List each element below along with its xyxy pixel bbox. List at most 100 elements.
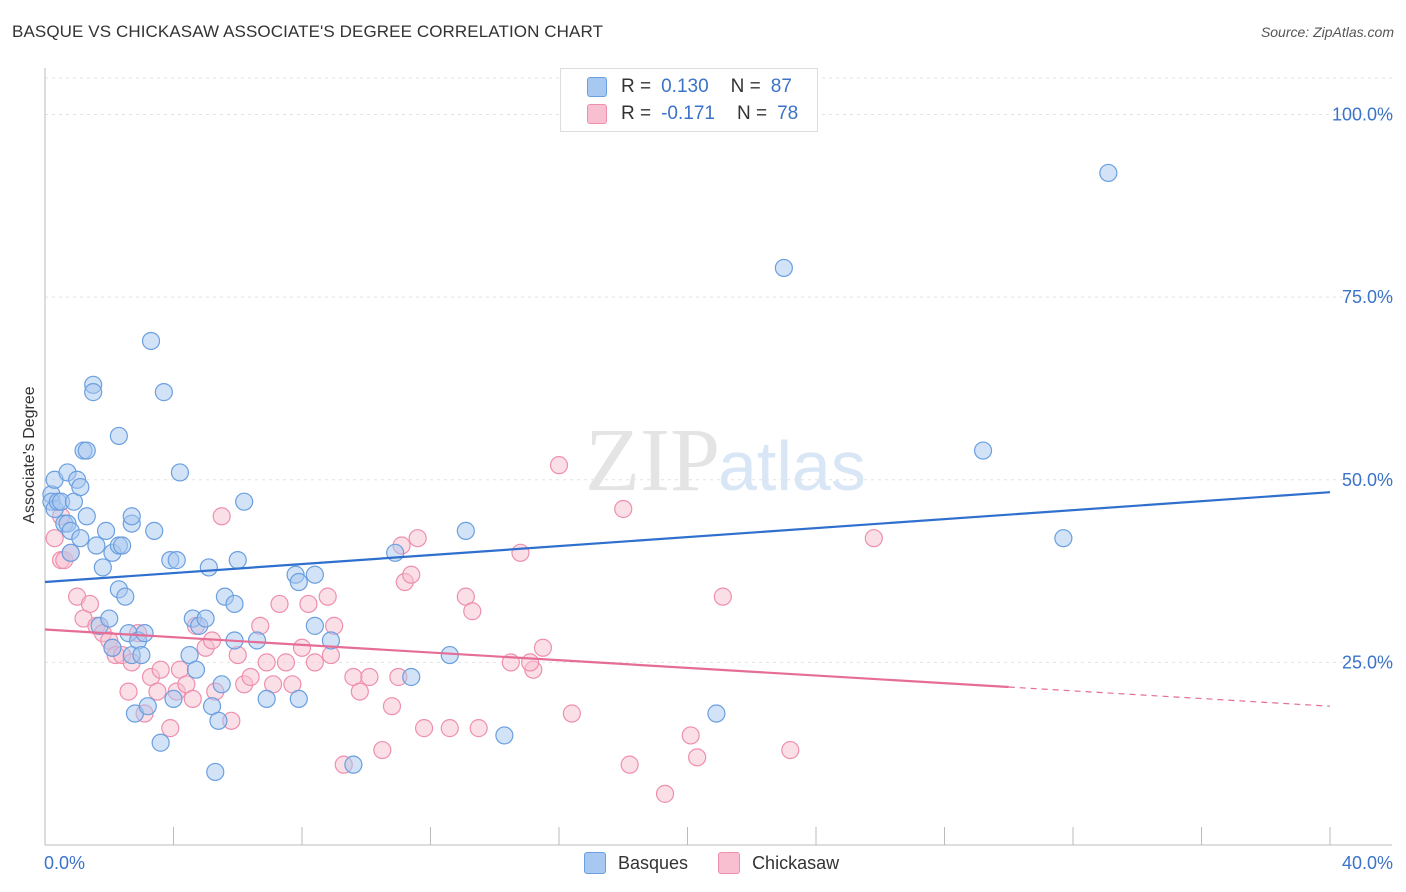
point-chickasaw [402,565,421,584]
point-basques [774,258,793,278]
point-chickasaw [511,543,530,562]
chart-title: BASQUE VS CHICKASAW ASSOCIATE'S DEGREE C… [12,22,604,41]
point-basques [228,551,247,570]
point-basques [402,667,421,687]
point-basques [61,543,80,562]
legend-n-label: N = [736,103,768,124]
point-basques [93,558,112,577]
point-basques [170,463,190,482]
point-chickasaw [533,638,553,657]
point-basques [257,689,276,709]
point-basques [103,638,122,657]
point-basques [164,689,183,709]
point-chickasaw [360,667,379,687]
source-label: Source: ZipAtlas.com [1260,24,1394,40]
point-basques [71,529,90,548]
point-basques [289,689,308,709]
point-basques [71,477,90,497]
point-chickasaw [469,719,488,738]
legend-r-label: R = [621,103,652,124]
legend-label-basques: Basques [618,852,689,873]
correlation-legend: R = 0.130 N = 87 R = -0.171 N = 78 [560,68,818,132]
point-chickasaw [148,682,167,701]
point-chickasaw [614,499,633,519]
point-basques [116,587,135,606]
legend-row-basques: R = 0.130 N = 87 [587,75,792,99]
watermark: ZIP [585,411,720,510]
grid-lines [45,77,1392,663]
point-basques [344,755,363,774]
point-basques [100,609,119,628]
point-basques [456,521,475,540]
legend-swatch-basques [587,77,607,97]
point-chickasaw [373,740,392,760]
trend-lines [44,491,1331,707]
point-basques [196,609,215,628]
point-basques [135,624,154,643]
point-basques [212,675,231,694]
y-tick-label: 50.0% [1342,470,1393,490]
point-chickasaw [520,653,540,672]
point-chickasaw [318,587,337,606]
legend-n-label: N = [730,76,761,97]
legend-r-value: 0.130 [661,76,709,97]
point-basques [495,726,514,745]
point-chickasaw [781,740,800,760]
tick-labels: 25.0% 50.0% 75.0% 100.0% 0.0% 40.0% [44,105,1393,873]
point-chickasaw [183,689,202,709]
point-basques [209,711,228,730]
point-basques [247,631,267,650]
point-basques [289,572,308,592]
point-basques [112,536,132,555]
point-chickasaw [562,704,581,723]
point-chickasaw [80,594,100,614]
point-chickasaw [864,529,883,548]
legend-item-basques: Basques [584,852,688,874]
point-basques [199,558,218,577]
y-tick-label: 100.0% [1332,105,1393,125]
point-basques [77,507,96,526]
legend-swatch-basques [584,852,606,874]
point-chickasaw [299,594,318,614]
point-basques [96,521,116,540]
point-chickasaw [241,667,260,687]
point-basques [225,594,244,614]
point-basques [132,645,151,665]
point-basques [87,536,106,555]
point-chickasaw [161,719,180,738]
legend-n-value: 78 [777,103,799,124]
point-chickasaw [713,587,732,606]
point-basques [707,704,726,723]
point-chickasaw [463,602,482,621]
legend-r-label: R = [621,76,652,97]
point-basques [145,521,164,540]
legend-swatch-chickasaw [587,104,607,124]
series-chickasaw-points [45,456,883,803]
x-tick-label-min: 0.0% [44,853,85,873]
legend-label-chickasaw: Chickasaw [752,852,840,873]
series-legend: Basques Chickasaw [584,852,869,874]
y-tick-label: 25.0% [1342,652,1393,672]
point-chickasaw [440,719,459,738]
x-tick-label-max: 40.0% [1342,853,1393,873]
point-basques [138,697,157,716]
point-chickasaw [45,529,64,548]
legend-swatch-chickasaw [718,852,741,874]
point-basques [1099,163,1118,183]
axes [44,68,1392,846]
point-chickasaw [382,697,402,716]
point-chickasaw [119,682,138,701]
point-chickasaw [350,682,369,701]
point-chickasaw [655,784,675,803]
point-basques [305,565,324,584]
watermark-atlas: atlas [718,427,866,505]
y-tick-label: 75.0% [1342,287,1393,307]
trend-line-basques [44,491,1331,584]
point-chickasaw [292,638,312,657]
point-basques [206,762,225,782]
point-chickasaw [276,653,296,672]
point-basques [167,551,186,570]
point-chickasaw [305,653,324,672]
y-axis-label: Associate's Degree [21,386,38,523]
